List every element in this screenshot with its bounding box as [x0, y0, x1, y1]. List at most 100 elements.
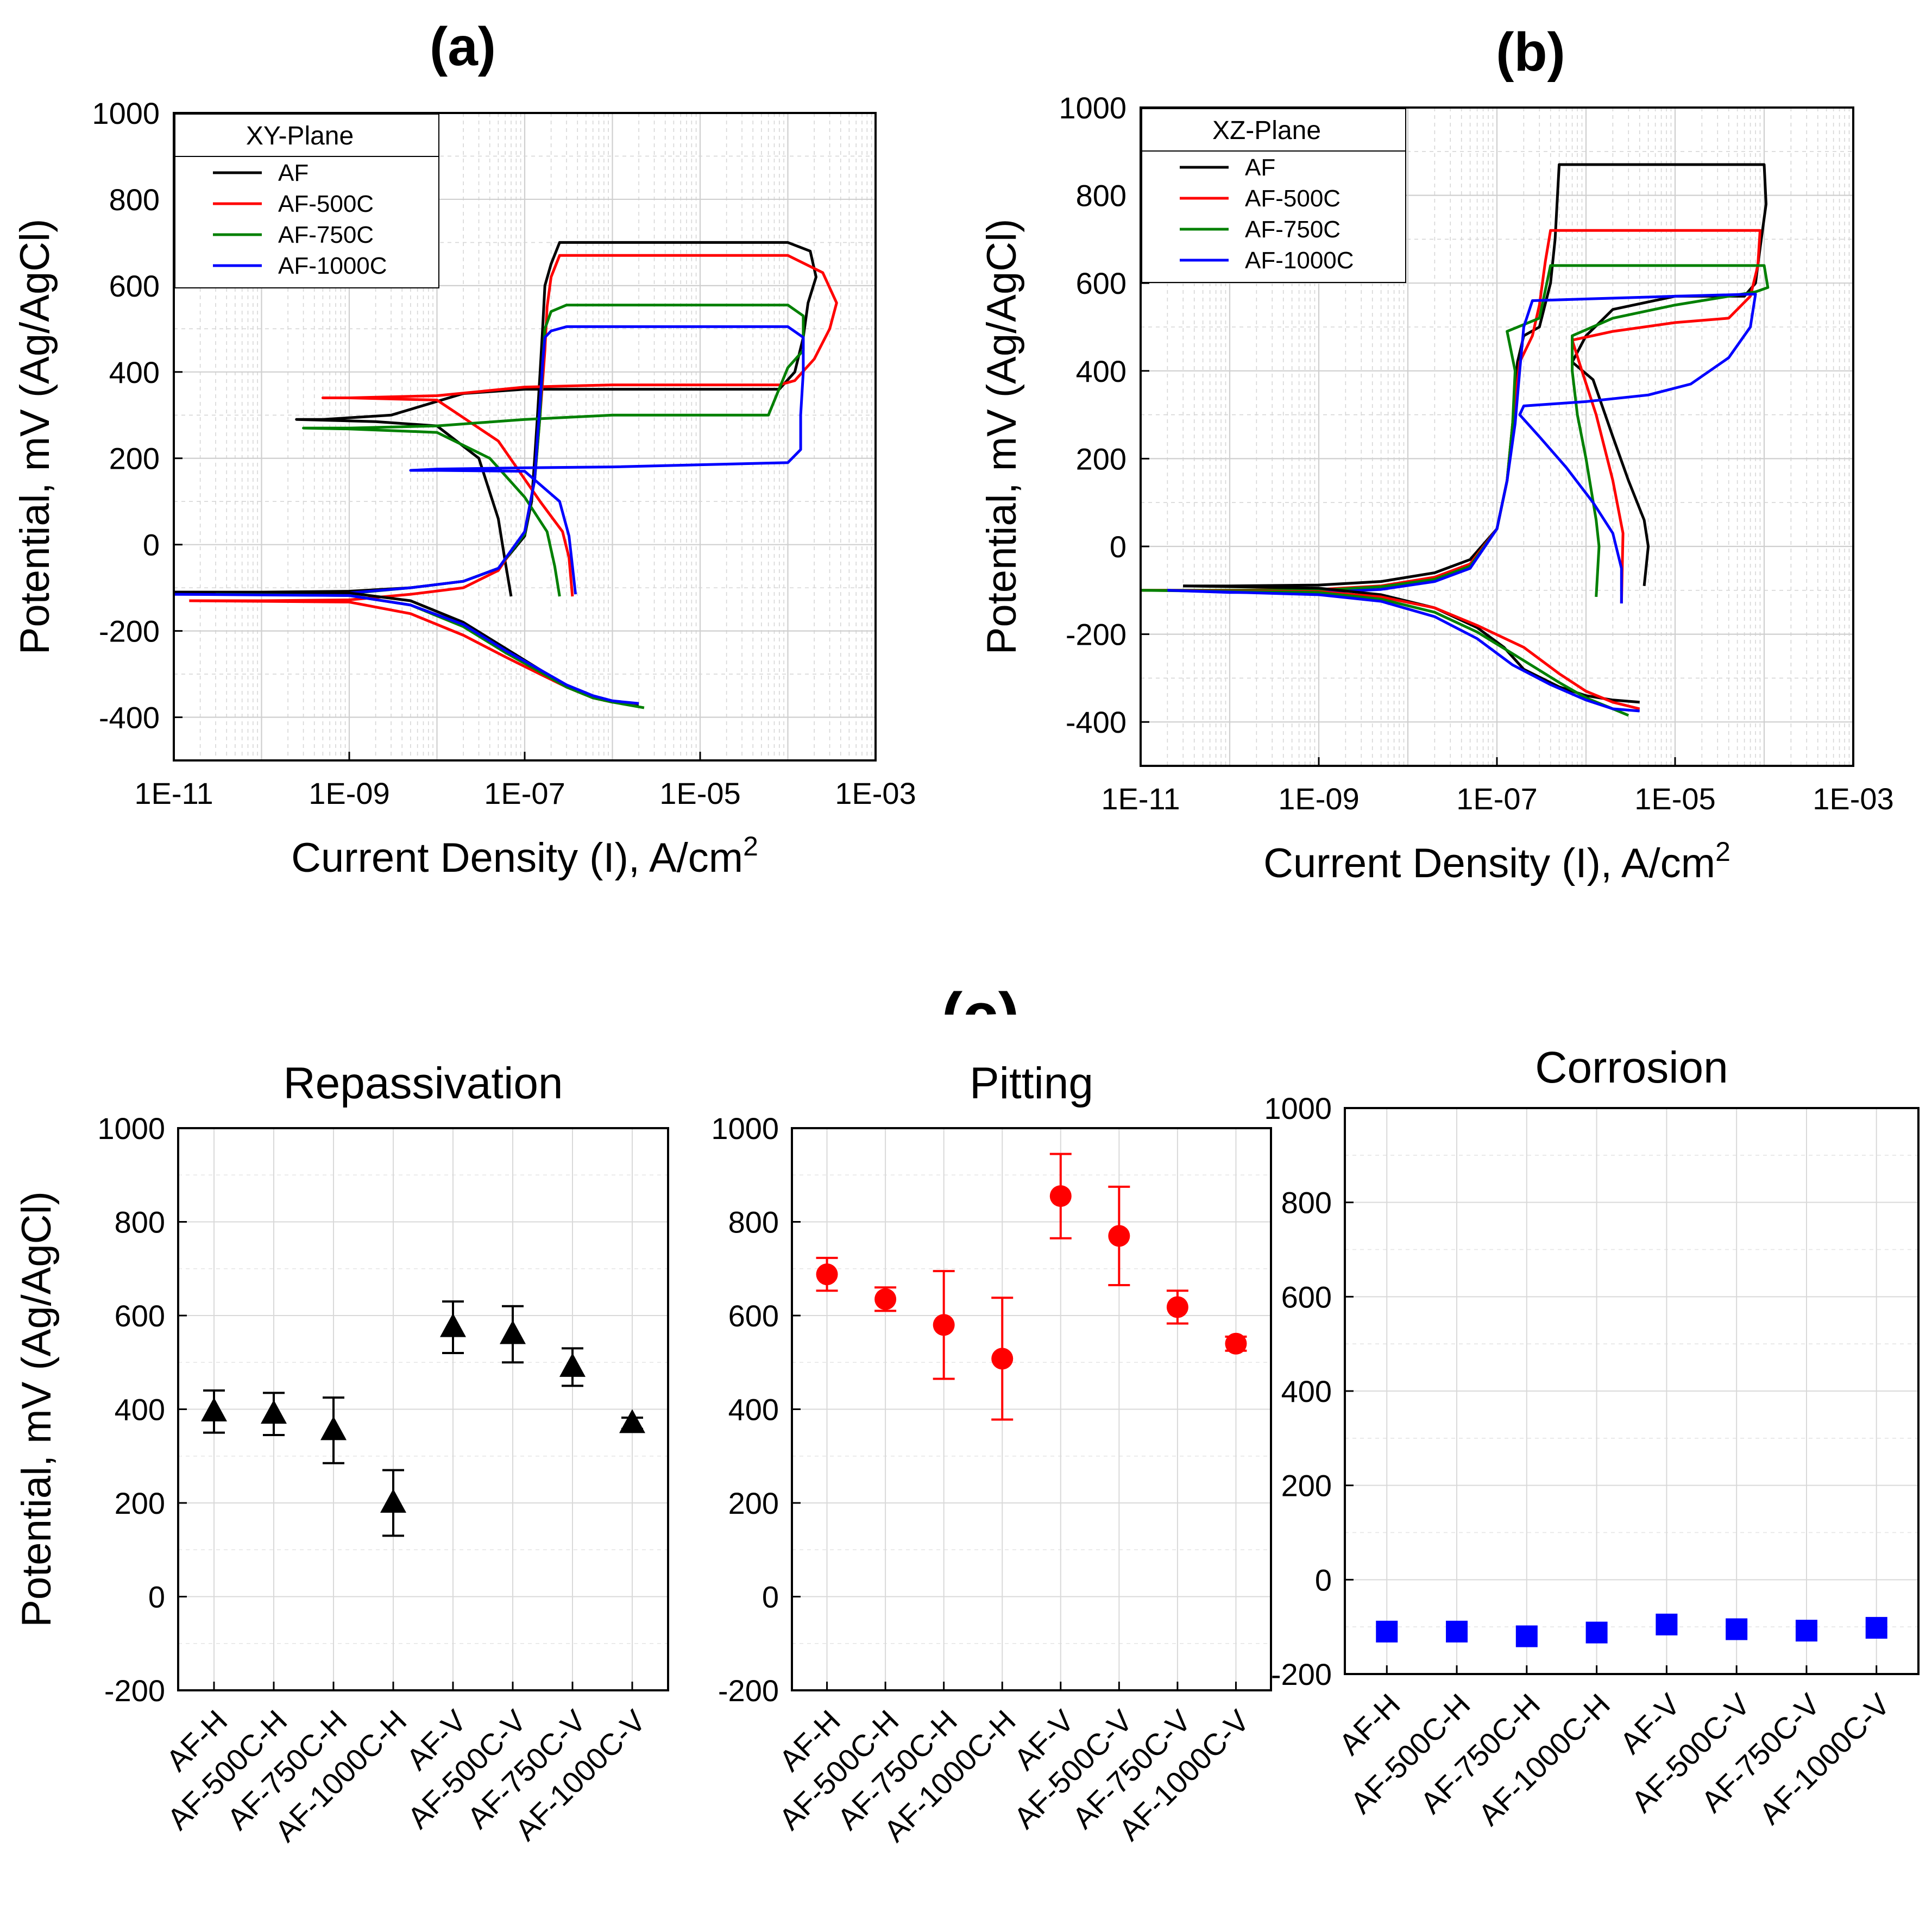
y-tick-label: -200 — [104, 1673, 165, 1708]
legend-label-af-1000c: AF-1000C — [1245, 247, 1354, 274]
y-tick-label: 1000 — [711, 1111, 779, 1146]
data-point-af-500c-v — [1726, 1618, 1748, 1640]
series-line-af-750c — [1141, 264, 1770, 597]
data-point-af-500c-h — [261, 1400, 287, 1424]
panel-label-a: (a) — [430, 16, 496, 77]
y-tick-label: 400 — [1076, 354, 1127, 388]
data-point-af-v — [1049, 1185, 1072, 1207]
y-tick-label: 1000 — [97, 1111, 165, 1146]
y-tick-label: -200 — [1271, 1657, 1332, 1691]
x-tick-label: 1E-05 — [1634, 782, 1715, 816]
x-axis-title-superscript: 2 — [743, 831, 758, 861]
y-tick-label: 400 — [109, 355, 160, 389]
x-axis-title: Current Density (I), A/cm2 — [1263, 836, 1730, 886]
y-tick-label: 800 — [1076, 179, 1127, 213]
legend-title: XY-Plane — [246, 122, 354, 150]
chart-a: -400 -200 0 200 400 600 800 1000 1E-11 1E-09 1E-07… — [12, 96, 916, 881]
y-axis-title: Potential, mV (Ag/AgCl) — [979, 219, 1025, 655]
y-tick-label: 600 — [1076, 266, 1127, 300]
y-tick-label: 1000 — [92, 96, 160, 130]
legend-label-af: AF — [278, 160, 309, 186]
y-tick-label: 1000 — [1264, 1091, 1332, 1125]
x-axis-title: Current Density (I), A/cm2 — [291, 831, 758, 881]
y-tick-label: 400 — [728, 1393, 779, 1427]
x-tick-label: 1E-07 — [484, 776, 565, 810]
y-tick-label: -200 — [99, 614, 160, 649]
x-tick-label: 1E-03 — [835, 776, 916, 810]
data-point-af-1000c-v — [1865, 1616, 1887, 1639]
y-tick-label: 600 — [1281, 1280, 1332, 1314]
y-axis-title: Potential, mV (Ag/AgCl) — [14, 1191, 60, 1627]
y-tick-label: 400 — [115, 1393, 165, 1427]
data-point-af-h — [1376, 1620, 1398, 1643]
data-point-af-v — [1656, 1613, 1678, 1635]
y-tick-label: 800 — [728, 1205, 779, 1240]
y-tick-label: 0 — [762, 1580, 779, 1614]
data-point-af-h — [201, 1397, 227, 1421]
data-point-af-1000c-h — [991, 1348, 1014, 1370]
x-tick-label: 1E-09 — [1278, 782, 1359, 816]
y-tick-label: 200 — [1281, 1469, 1332, 1503]
data-point-af-750c-h — [320, 1416, 347, 1440]
legend-label-af-500c: AF-500C — [1245, 185, 1341, 212]
y-axis-title: Potential, mV (Ag/AgCl) — [12, 219, 58, 655]
legend-box — [174, 114, 439, 288]
y-tick-label: -200 — [718, 1673, 779, 1708]
x-tick-label: 1E-05 — [659, 776, 740, 810]
data-point-af-h — [816, 1263, 838, 1286]
data-point-af-500c-h — [874, 1288, 897, 1310]
y-tick-label: -200 — [1066, 618, 1127, 652]
series-line-af-500c — [1140, 589, 1640, 710]
legend-label-af-750c: AF-750C — [278, 222, 374, 248]
y-tick-label: -400 — [1066, 705, 1127, 739]
data-point-af-1000c-h — [380, 1489, 406, 1513]
series-line-af-1000c — [1167, 292, 1757, 603]
series-line-af-1000c — [1167, 589, 1640, 713]
data-point-af-750c-h — [1515, 1625, 1538, 1647]
x-axis-title-superscript: 2 — [1715, 836, 1730, 867]
y-tick-label: 800 — [1281, 1186, 1332, 1220]
y-tick-label: 800 — [115, 1205, 165, 1240]
x-tick-label: 1E-07 — [1456, 782, 1537, 816]
series-group-a — [173, 241, 838, 709]
x-tick-label: 1E-03 — [1813, 782, 1893, 816]
y-tick-label: 600 — [115, 1299, 165, 1333]
y-tick-label: 0 — [1110, 530, 1127, 564]
data-point-af-750c-h — [933, 1314, 955, 1336]
data-point-af-500c-v — [1108, 1225, 1130, 1247]
x-tick-label: 1E-09 — [309, 776, 389, 810]
y-tick-label: 600 — [728, 1299, 779, 1333]
y-tick-label: 200 — [115, 1486, 165, 1520]
panel-label-c-clip: (c) — [941, 980, 1020, 1015]
y-tick-label: 1000 — [1059, 91, 1127, 125]
legend-box — [1141, 108, 1406, 283]
data-point-af-750c-v — [559, 1352, 586, 1377]
legend-label-af-500c: AF-500C — [278, 191, 374, 217]
series-line-af-500c — [1141, 229, 1761, 604]
y-tick-label: 0 — [148, 1580, 165, 1614]
markers-c3 — [1376, 1613, 1887, 1647]
markers-c2 — [816, 1153, 1247, 1421]
chart-title: Pitting — [970, 1059, 1093, 1108]
legend-label-af-750c: AF-750C — [1245, 216, 1341, 243]
chart-title: Repassivation — [283, 1059, 563, 1108]
chart-title: Corrosion — [1535, 1043, 1728, 1092]
data-point-af-1000c-v — [619, 1409, 645, 1433]
markers-c1 — [201, 1300, 645, 1537]
chart-b: -400 -200 0 200 400 600 800 1000 1E-11 1E-09 1E-07… — [979, 91, 1894, 886]
data-point-af-1000c-h — [1585, 1621, 1608, 1644]
data-point-af-500c-h — [1446, 1620, 1468, 1643]
y-tick-label: 200 — [109, 442, 160, 476]
data-point-af-750c-v — [1795, 1620, 1817, 1642]
legend-b: XZ-Plane AF AF-500C AF-750C AF-1000C — [1141, 108, 1406, 283]
legend-label-af: AF — [1245, 154, 1275, 181]
legend-title: XZ-Plane — [1212, 116, 1321, 145]
legend-a: XY-Plane AF AF-500C AF-750C AF-1000C — [174, 114, 439, 288]
data-point-af-750c-v — [1166, 1296, 1188, 1318]
series-line-af-1000c — [173, 593, 639, 705]
series-group-b — [1140, 163, 1770, 717]
data-point-af-v — [440, 1313, 466, 1337]
y-tick-label: 0 — [143, 528, 160, 562]
